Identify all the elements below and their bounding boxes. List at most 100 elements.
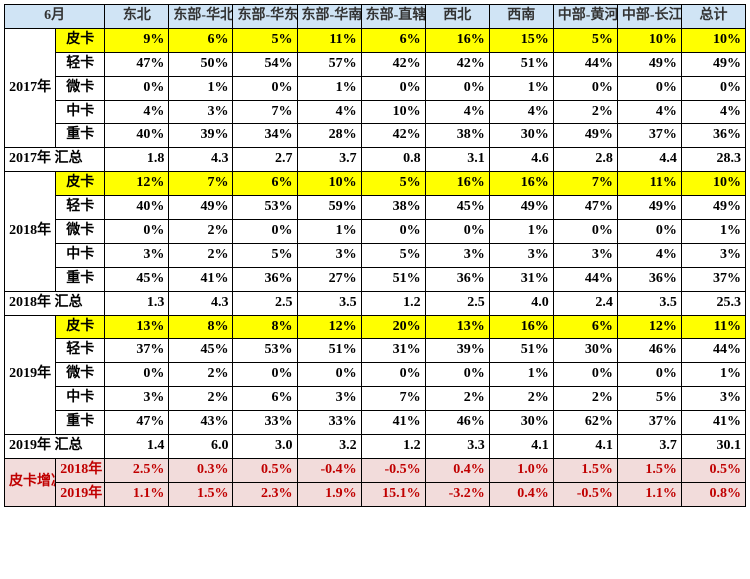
value-cell: 5% <box>361 172 425 196</box>
value-cell: 3% <box>425 243 489 267</box>
value-cell: 45% <box>105 267 169 291</box>
value-cell: 6% <box>361 28 425 52</box>
value-cell: 2% <box>489 387 553 411</box>
category-cell: 中卡 <box>56 100 105 124</box>
summary-value: 3.0 <box>233 435 297 459</box>
category-cell: 中卡 <box>56 243 105 267</box>
value-cell: 28% <box>297 124 361 148</box>
value-cell: 49% <box>681 196 745 220</box>
value-cell: 45% <box>169 339 233 363</box>
value-cell: 7% <box>361 387 425 411</box>
value-cell: 46% <box>425 411 489 435</box>
value-cell: 4% <box>617 243 681 267</box>
summary-row: 2018年 汇总1.34.32.53.51.22.54.02.43.525.3 <box>5 291 746 315</box>
value-cell: 27% <box>297 267 361 291</box>
value-cell: 41% <box>169 267 233 291</box>
value-cell: 20% <box>361 315 425 339</box>
value-cell: 40% <box>105 196 169 220</box>
summary-value: 1.3 <box>105 291 169 315</box>
table-header: 6月 东北东部-华北东部-华东东部-华南东部-直辖西北西南中部-黄河中部-长江总… <box>5 5 746 29</box>
value-cell: 39% <box>425 339 489 363</box>
value-cell: 33% <box>297 411 361 435</box>
value-cell: 5% <box>553 28 617 52</box>
value-cell: 0% <box>105 76 169 100</box>
table-row: 微卡0%2%0%0%0%0%1%0%0%1% <box>5 363 746 387</box>
value-cell: 0% <box>361 76 425 100</box>
value-cell: 4% <box>297 100 361 124</box>
year-cell: 2017年 <box>5 28 56 147</box>
category-cell: 重卡 <box>56 124 105 148</box>
value-cell: 4% <box>681 100 745 124</box>
value-cell: 0% <box>553 363 617 387</box>
summary-value: 4.0 <box>489 291 553 315</box>
summary-value: 25.3 <box>681 291 745 315</box>
value-cell: 34% <box>233 124 297 148</box>
growth-value: 0.5% <box>233 458 297 482</box>
growth-value: 1.9% <box>297 482 361 506</box>
value-cell: 3% <box>489 243 553 267</box>
value-cell: 51% <box>297 339 361 363</box>
value-cell: 4% <box>489 100 553 124</box>
value-cell: 54% <box>233 52 297 76</box>
growth-row: 2019年1.1%1.5%2.3%1.9%15.1%-3.2%0.4%-0.5%… <box>5 482 746 506</box>
value-cell: 37% <box>105 339 169 363</box>
header-col: 东部-华东 <box>233 5 297 29</box>
value-cell: 57% <box>297 52 361 76</box>
value-cell: 49% <box>489 196 553 220</box>
value-cell: 10% <box>617 28 681 52</box>
header-col: 西南 <box>489 5 553 29</box>
value-cell: 7% <box>233 100 297 124</box>
value-cell: 30% <box>489 124 553 148</box>
value-cell: 16% <box>425 172 489 196</box>
value-cell: 38% <box>361 196 425 220</box>
growth-value: -0.5% <box>553 482 617 506</box>
value-cell: 53% <box>233 196 297 220</box>
category-cell: 皮卡 <box>56 172 105 196</box>
value-cell: 36% <box>617 267 681 291</box>
value-cell: 1% <box>489 76 553 100</box>
growth-value: 1.5% <box>169 482 233 506</box>
value-cell: 3% <box>681 243 745 267</box>
value-cell: 5% <box>233 243 297 267</box>
value-cell: 49% <box>681 52 745 76</box>
value-cell: 49% <box>617 196 681 220</box>
value-cell: 10% <box>361 100 425 124</box>
value-cell: 49% <box>617 52 681 76</box>
value-cell: 0% <box>233 76 297 100</box>
table-row: 重卡40%39%34%28%42%38%30%49%37%36% <box>5 124 746 148</box>
category-cell: 轻卡 <box>56 339 105 363</box>
value-cell: 1% <box>489 363 553 387</box>
value-cell: 2% <box>553 100 617 124</box>
category-cell: 皮卡 <box>56 28 105 52</box>
value-cell: 0% <box>297 363 361 387</box>
value-cell: 7% <box>169 172 233 196</box>
value-cell: 12% <box>617 315 681 339</box>
summary-value: 3.7 <box>297 148 361 172</box>
growth-value: 1.0% <box>489 458 553 482</box>
value-cell: 6% <box>233 172 297 196</box>
summary-label: 2018年 汇总 <box>5 291 105 315</box>
growth-value: 1.1% <box>105 482 169 506</box>
value-cell: 5% <box>233 28 297 52</box>
value-cell: 5% <box>617 387 681 411</box>
value-cell: 0% <box>617 220 681 244</box>
value-cell: 1% <box>681 220 745 244</box>
value-cell: 0% <box>425 363 489 387</box>
summary-value: 4.4 <box>617 148 681 172</box>
summary-row: 2019年 汇总1.46.03.03.21.23.34.14.13.730.1 <box>5 435 746 459</box>
summary-value: 3.3 <box>425 435 489 459</box>
value-cell: 30% <box>489 411 553 435</box>
value-cell: 0% <box>425 76 489 100</box>
value-cell: 12% <box>297 315 361 339</box>
header-col: 东部-华南 <box>297 5 361 29</box>
summary-value: 30.1 <box>681 435 745 459</box>
growth-value: 0.4% <box>425 458 489 482</box>
value-cell: 44% <box>553 52 617 76</box>
value-cell: 47% <box>105 52 169 76</box>
summary-value: 3.2 <box>297 435 361 459</box>
value-cell: 42% <box>361 124 425 148</box>
value-cell: 0% <box>617 363 681 387</box>
growth-value: 15.1% <box>361 482 425 506</box>
header-col: 总计 <box>681 5 745 29</box>
value-cell: 39% <box>169 124 233 148</box>
